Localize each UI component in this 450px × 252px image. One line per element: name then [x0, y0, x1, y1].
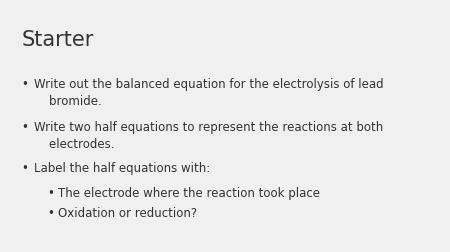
Text: •: • [47, 186, 54, 199]
Text: Write two half equations to represent the reactions at both
    electrodes.: Write two half equations to represent th… [34, 121, 383, 150]
Text: •: • [22, 161, 28, 174]
Text: Write out the balanced equation for the electrolysis of lead
    bromide.: Write out the balanced equation for the … [34, 78, 383, 108]
Text: Oxidation or reduction?: Oxidation or reduction? [58, 207, 198, 219]
Text: •: • [22, 121, 28, 134]
Text: The electrode where the reaction took place: The electrode where the reaction took pl… [58, 186, 320, 199]
Text: Label the half equations with:: Label the half equations with: [34, 161, 210, 174]
Text: •: • [47, 207, 54, 219]
Text: •: • [22, 78, 28, 91]
Text: Starter: Starter [22, 30, 94, 50]
